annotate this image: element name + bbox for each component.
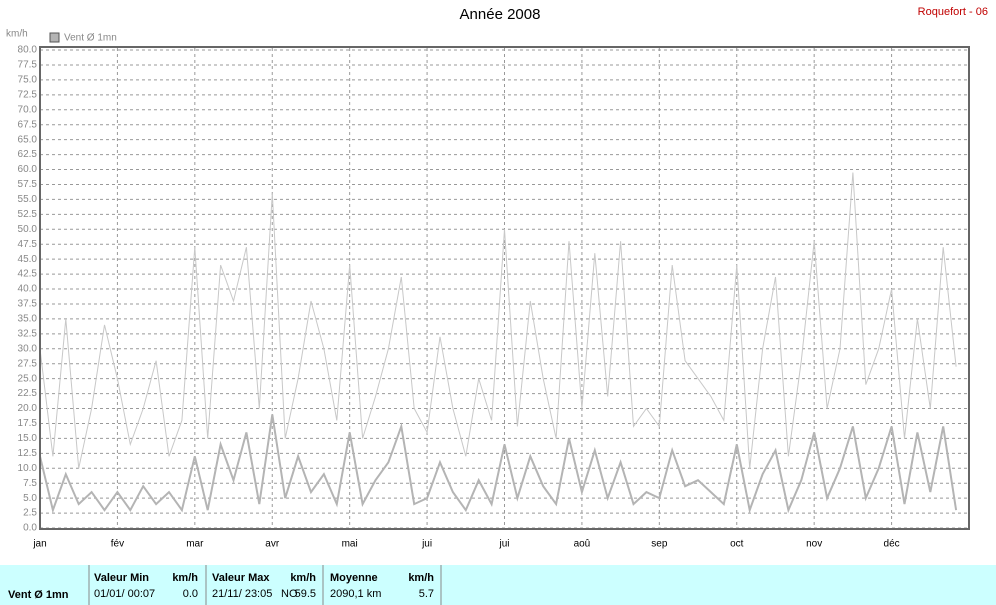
y-tick-label: 80.0 [18, 45, 38, 56]
stats-header: Moyenne [330, 572, 378, 584]
x-tick-label: sep [651, 539, 668, 550]
stats-value: 59.5 [295, 588, 316, 600]
stats-header: Valeur Min [94, 572, 149, 584]
y-tick-label: 10.0 [18, 463, 38, 474]
x-tick-label: jan [32, 539, 46, 550]
x-tick-label: mar [186, 539, 204, 550]
y-tick-label: 12.5 [18, 448, 38, 459]
legend-label: Vent Ø 1mn [64, 33, 117, 44]
stats-value: 5.7 [419, 588, 434, 600]
station: Roquefort - 06 [918, 6, 988, 18]
y-tick-label: 40.0 [18, 284, 38, 295]
stats-value: 0.0 [183, 588, 198, 600]
legend-swatch [49, 32, 60, 43]
y-tick-label: 25.0 [18, 373, 38, 384]
stats-date: 01/01/ 00:07 [94, 588, 155, 600]
stats-name: Vent Ø 1mn [8, 589, 69, 601]
y-tick-label: 7.5 [23, 478, 37, 489]
stats-unit: km/h [290, 572, 316, 584]
y-tick-label: 77.5 [18, 60, 38, 71]
y-tick-label: 20.0 [18, 403, 38, 414]
x-tick-label: fév [111, 539, 124, 550]
y-tick-label: 72.5 [18, 89, 38, 100]
y-tick-label: 70.0 [18, 104, 38, 115]
x-tick-label: oct [730, 539, 744, 550]
x-tick-label: déc [884, 539, 900, 550]
y-tick-label: 27.5 [18, 358, 38, 369]
y-tick-label: 75.0 [18, 75, 38, 86]
y-tick-label: 45.0 [18, 254, 38, 265]
y-tick-label: 57.5 [18, 179, 38, 190]
x-tick-label: jui [421, 539, 432, 550]
y-axis-label: km/h [6, 29, 28, 40]
stats-direction: NO [281, 588, 298, 600]
y-tick-label: 2.5 [23, 508, 37, 519]
stats-unit: km/h [408, 572, 434, 584]
y-tick-label: 47.5 [18, 239, 38, 250]
x-tick-label: mai [342, 539, 358, 550]
y-tick-label: 60.0 [18, 164, 38, 175]
y-tick-label: 52.5 [18, 209, 38, 220]
series-line [39, 172, 957, 469]
y-tick-label: 17.5 [18, 418, 38, 429]
stats-panel [0, 565, 996, 605]
x-tick-label: nov [806, 539, 822, 550]
y-tick-label: 62.5 [18, 149, 38, 160]
y-tick-label: 30.0 [18, 343, 38, 354]
y-tick-label: 15.0 [18, 433, 38, 444]
y-tick-label: 32.5 [18, 328, 38, 339]
y-tick-label: 22.5 [18, 388, 38, 399]
series-line [39, 414, 958, 514]
plot-frame [39, 46, 970, 530]
stats-header: Valeur Max [212, 572, 270, 584]
y-tick-label: 67.5 [18, 119, 38, 130]
y-tick-label: 0.0 [23, 523, 37, 534]
y-tick-label: 5.0 [23, 493, 37, 504]
x-tick-label: jui [498, 539, 509, 550]
chart-title: Année 2008 [460, 6, 541, 23]
stats-date: 21/11/ 23:05 [212, 588, 272, 600]
stats-distance: 2090,1 km [330, 588, 381, 600]
y-tick-label: 55.0 [18, 194, 38, 205]
y-tick-label: 42.5 [18, 269, 38, 280]
y-tick-label: 50.0 [18, 224, 38, 235]
x-tick-label: avr [265, 539, 280, 550]
x-tick-label: aoû [574, 539, 591, 550]
y-tick-label: 37.5 [18, 299, 38, 310]
y-tick-label: 35.0 [18, 314, 38, 325]
stats-unit: km/h [172, 572, 198, 584]
y-tick-label: 65.0 [18, 134, 38, 145]
